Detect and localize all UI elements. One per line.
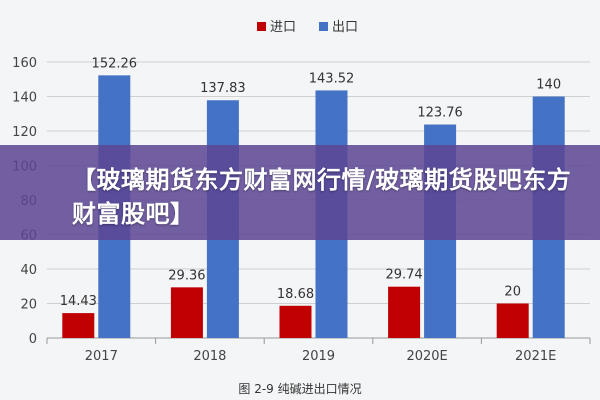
y-tick-label: 120 — [12, 125, 37, 140]
data-label-export: 143.52 — [309, 71, 355, 86]
x-tick-label: 2021E — [515, 349, 556, 364]
data-label-export: 140 — [536, 78, 561, 93]
y-tick-label: 20 — [20, 298, 37, 313]
y-tick-label: 40 — [20, 263, 37, 278]
bar-import — [279, 305, 312, 338]
title-banner: 【玻璃期货东方财富网行情/玻璃期货股吧东方财富股吧】 — [0, 145, 600, 240]
bar-import — [62, 313, 95, 338]
legend-label-import: 进口 — [270, 20, 296, 35]
x-tick-label: 2020E — [406, 349, 447, 364]
x-tick-label: 2018 — [193, 349, 226, 364]
data-label-import: 20 — [504, 285, 521, 300]
y-tick-label: 0 — [29, 332, 37, 347]
legend-swatch-export — [319, 22, 328, 31]
bar-import — [388, 286, 421, 338]
bar-import — [170, 287, 203, 338]
legend-label-export: 出口 — [332, 20, 358, 35]
x-tick-label: 2019 — [302, 349, 335, 364]
legend-swatch-import — [257, 22, 266, 31]
data-label-export: 137.83 — [200, 81, 246, 96]
data-label-export: 123.76 — [417, 106, 463, 121]
y-tick-label: 140 — [12, 91, 37, 106]
data-label-import: 14.43 — [60, 294, 97, 309]
data-label-import: 29.36 — [168, 268, 205, 283]
x-tick-label: 2017 — [85, 349, 118, 364]
data-label-export: 152.26 — [92, 56, 138, 71]
data-label-import: 18.68 — [277, 287, 314, 302]
y-tick-label: 160 — [12, 56, 37, 71]
bar-import — [496, 303, 529, 338]
data-label-import: 29.74 — [385, 268, 422, 283]
figure-caption: 图 2-9 纯碱进出口情况 — [238, 382, 362, 396]
banner-text: 【玻璃期货东方财富网行情/玻璃期货股吧东方财富股吧】 — [72, 166, 572, 228]
